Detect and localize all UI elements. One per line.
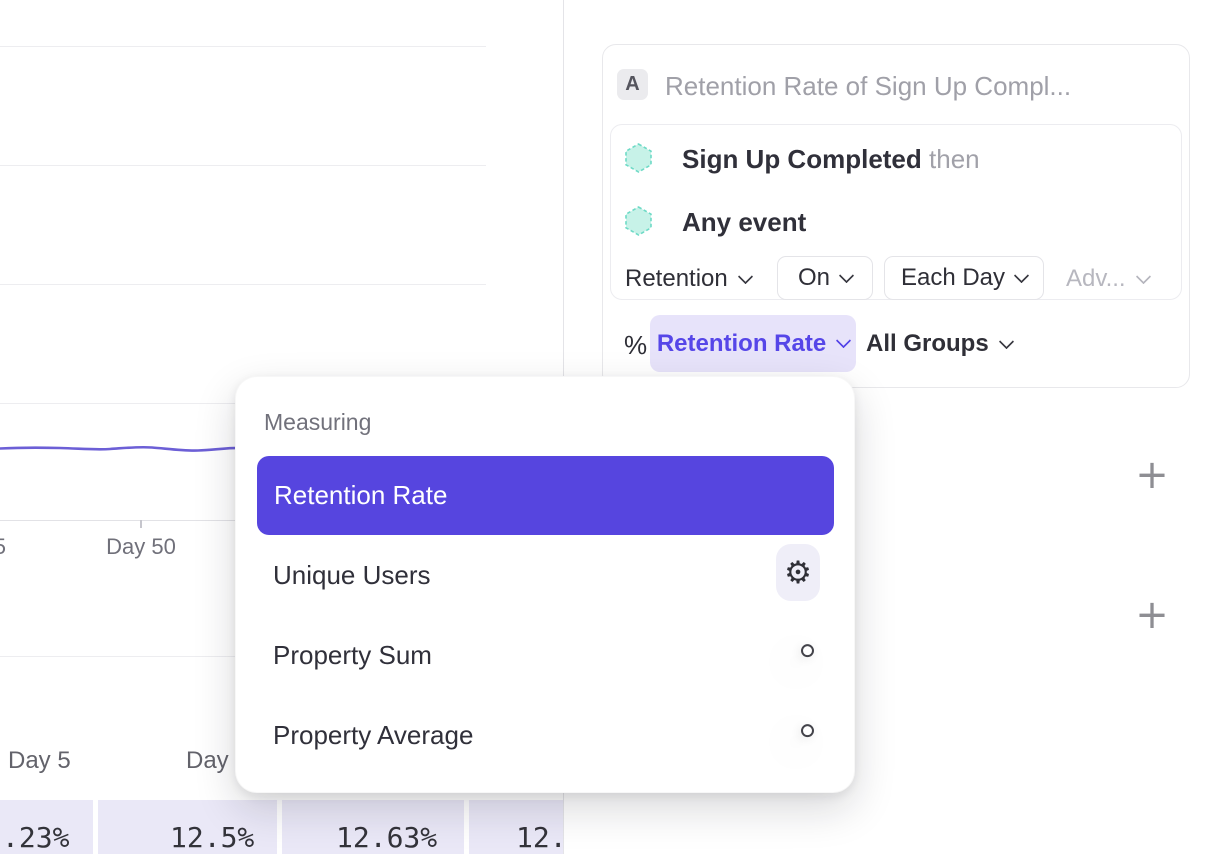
x-axis-label-day45-partial: Day 45 (0, 534, 6, 560)
event-hexagon-icon (625, 143, 652, 173)
advanced-dropdown[interactable]: Adv... (1066, 265, 1151, 293)
event-step-anyevent[interactable]: Any event (682, 207, 806, 238)
percent-symbol: % (624, 330, 648, 360)
granularity-dropdown[interactable]: Each Day (884, 256, 1044, 300)
event-step-label: Sign Up Completed (682, 144, 922, 174)
gear-icon: ⚙ (784, 555, 812, 590)
x-axis-label-day50: Day 50 (106, 534, 176, 559)
menu-item-property-sum[interactable]: Property Sum (273, 640, 432, 670)
measurement-dropdown[interactable]: Retention Rate (650, 315, 856, 372)
add-report-section-button[interactable]: + (1135, 592, 1169, 638)
event-hexagon-icon (625, 206, 652, 236)
on-label: On (797, 264, 830, 291)
series-badge: A (617, 69, 648, 100)
table-cell-value: 12. (516, 821, 567, 854)
groups-label: All Groups (866, 330, 989, 357)
event-step-suffix: then (929, 144, 980, 174)
table-cell[interactable] (469, 800, 563, 854)
chart-gridline (0, 284, 486, 285)
chevron-down-icon (998, 333, 1014, 349)
retention-mode-dropdown[interactable]: Retention (625, 265, 754, 293)
chevron-down-icon (1135, 268, 1151, 284)
chevron-down-icon[interactable] (798, 641, 817, 660)
event-step-label: Any event (682, 207, 807, 237)
table-cell-value: 12.63% (336, 821, 438, 854)
table-cell-value: .23% (2, 821, 70, 854)
chart-gridline (0, 165, 486, 166)
retention-mode-label: Retention (625, 265, 728, 292)
table-header-day5: Day 5 (8, 747, 71, 774)
event-step-signup[interactable]: Sign Up Completed then (682, 144, 980, 175)
chevron-down-icon (838, 267, 855, 283)
chart-x-tick (140, 520, 142, 528)
chevron-down-icon[interactable] (798, 721, 817, 740)
menu-item-unique-users[interactable]: Unique Users (273, 560, 431, 590)
add-report-section-button[interactable]: + (1135, 452, 1169, 498)
chevron-down-icon (737, 268, 754, 284)
advanced-label: Adv... (1066, 265, 1126, 292)
measuring-menu-label: Measuring (264, 409, 372, 435)
table-cell[interactable] (0, 800, 93, 854)
menu-item-property-average[interactable]: Property Average (273, 720, 474, 750)
unique-users-settings-button[interactable]: ⚙ (776, 544, 820, 601)
table-cell-value: 12.5% (170, 821, 255, 854)
on-dropdown[interactable]: On (777, 256, 873, 300)
table-cell[interactable] (282, 800, 464, 854)
measuring-menu: Measuring Retention Rate Unique Users ⚙ … (235, 376, 855, 793)
measurement-label: Retention Rate (656, 329, 827, 357)
chevron-down-icon (835, 332, 852, 349)
query-title[interactable]: Retention Rate of Sign Up Compl... (665, 71, 1072, 101)
chart-gridline (0, 46, 486, 47)
groups-dropdown[interactable]: All Groups (866, 330, 1014, 358)
granularity-label: Each Day (900, 264, 1006, 291)
chevron-down-icon (1013, 267, 1030, 283)
table-cell[interactable] (98, 800, 277, 854)
menu-item-retention-rate[interactable]: Retention Rate (257, 456, 834, 535)
